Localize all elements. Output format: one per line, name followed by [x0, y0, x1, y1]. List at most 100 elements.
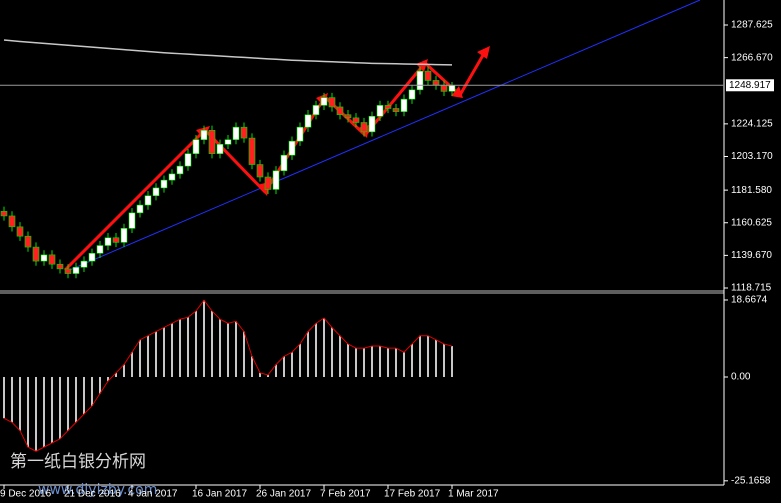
candle-body — [72, 267, 80, 274]
arrowhead — [416, 59, 428, 72]
histogram-bar — [347, 343, 349, 377]
histogram-bar — [243, 331, 245, 377]
candle-body — [368, 115, 376, 133]
y-tick-label: 1118.715 — [731, 283, 772, 294]
candle-body — [416, 70, 424, 91]
histogram-bar — [123, 364, 125, 377]
x-tick-label: 17 Feb 2017 — [384, 489, 441, 500]
candle-body — [104, 237, 112, 246]
histogram-bar — [131, 352, 133, 377]
candle-body — [112, 237, 120, 243]
candle-body — [240, 126, 248, 139]
bid-label-box — [726, 79, 774, 92]
y-tick-label: 1203.170 — [731, 151, 773, 162]
histogram-bar — [227, 323, 229, 377]
candle-body — [88, 253, 96, 262]
candle-body — [392, 108, 400, 112]
histogram-bar — [171, 323, 173, 377]
y-tick-label: 0.00 — [731, 372, 751, 383]
histogram-bar — [99, 376, 101, 394]
histogram-bar — [363, 348, 365, 377]
histogram-bar — [379, 346, 381, 377]
histogram-bar — [443, 343, 445, 377]
histogram-bar — [67, 376, 69, 431]
candle-body — [24, 235, 32, 248]
y-tick-label: 1160.625 — [731, 217, 772, 228]
histogram-bar — [11, 376, 13, 423]
arrowhead — [477, 46, 490, 59]
candle-body — [48, 254, 56, 265]
arrowheads — [196, 46, 490, 196]
candle-body — [296, 126, 304, 142]
histogram-bar — [251, 356, 253, 377]
candle-body — [136, 204, 144, 214]
histogram-bar — [219, 319, 221, 377]
histogram-bar — [355, 348, 357, 377]
histogram-bar — [139, 339, 141, 377]
histogram-bar — [387, 348, 389, 377]
histogram-bar — [107, 376, 109, 382]
x-tick-label: 1 Mar 2017 — [448, 489, 499, 500]
y-tick-label: 18.6674 — [731, 295, 768, 306]
candle-body — [56, 263, 64, 270]
candle-body — [128, 212, 136, 229]
histogram-bar — [203, 300, 205, 377]
y-tick-label: 1266.670 — [731, 52, 773, 63]
y-tick-label: 1287.625 — [731, 20, 773, 31]
candle-body — [120, 228, 128, 243]
candle-body — [0, 210, 8, 217]
histogram-bar — [179, 319, 181, 377]
candle-body — [64, 268, 72, 274]
histogram-bar — [163, 327, 165, 377]
histogram-bar — [395, 348, 397, 377]
candle-body — [192, 139, 200, 154]
histogram-bar — [27, 376, 29, 448]
candle-body — [248, 137, 256, 165]
x-tick-label: 26 Jan 2017 — [256, 489, 311, 500]
histogram-bar — [283, 356, 285, 377]
histogram-bar — [323, 318, 325, 377]
histogram-bar — [339, 335, 341, 377]
histogram-bar — [155, 331, 157, 377]
candle-body — [280, 154, 288, 172]
histogram-bar — [403, 352, 405, 377]
trendline — [64, 0, 701, 273]
histogram-bar — [3, 376, 5, 419]
x-tick-label: 4 Jan 2017 — [128, 489, 178, 500]
moving-average — [3, 39, 453, 66]
signal-line — [3, 299, 453, 452]
histogram-bar — [35, 376, 37, 452]
histogram-bar — [19, 376, 21, 431]
candle-body — [304, 114, 312, 128]
candle-body — [384, 105, 392, 109]
histogram-bar — [259, 372, 261, 377]
candle-body — [336, 106, 344, 116]
y-tick-label: 1139.670 — [731, 250, 772, 261]
x-tick-label: 21 Dec 2016 — [64, 489, 121, 500]
candle-body — [216, 144, 224, 154]
arrowhead — [451, 86, 463, 98]
candle-body — [272, 170, 280, 190]
bid-label: 1248.917 — [729, 80, 771, 91]
histogram-bar — [315, 323, 317, 377]
candle-body — [288, 140, 296, 156]
candle-body — [176, 165, 184, 175]
candle-body — [448, 84, 456, 92]
x-tick-label: 7 Feb 2017 — [320, 489, 371, 500]
histogram-bar — [75, 376, 77, 423]
candle-body — [440, 84, 448, 92]
histogram-bar — [235, 321, 237, 377]
candle-body — [168, 173, 176, 181]
histogram-bar — [451, 346, 453, 377]
candle-body — [312, 105, 320, 116]
histogram-bar — [59, 376, 61, 439]
candle-body — [256, 164, 264, 178]
histogram-bar — [427, 335, 429, 377]
candle-body — [432, 80, 440, 86]
candle-body — [232, 126, 240, 140]
candle-body — [328, 97, 336, 108]
histogram-bar — [195, 310, 197, 377]
candle-body — [352, 117, 360, 123]
watermark: 第一纸白银分析网 — [10, 452, 146, 472]
